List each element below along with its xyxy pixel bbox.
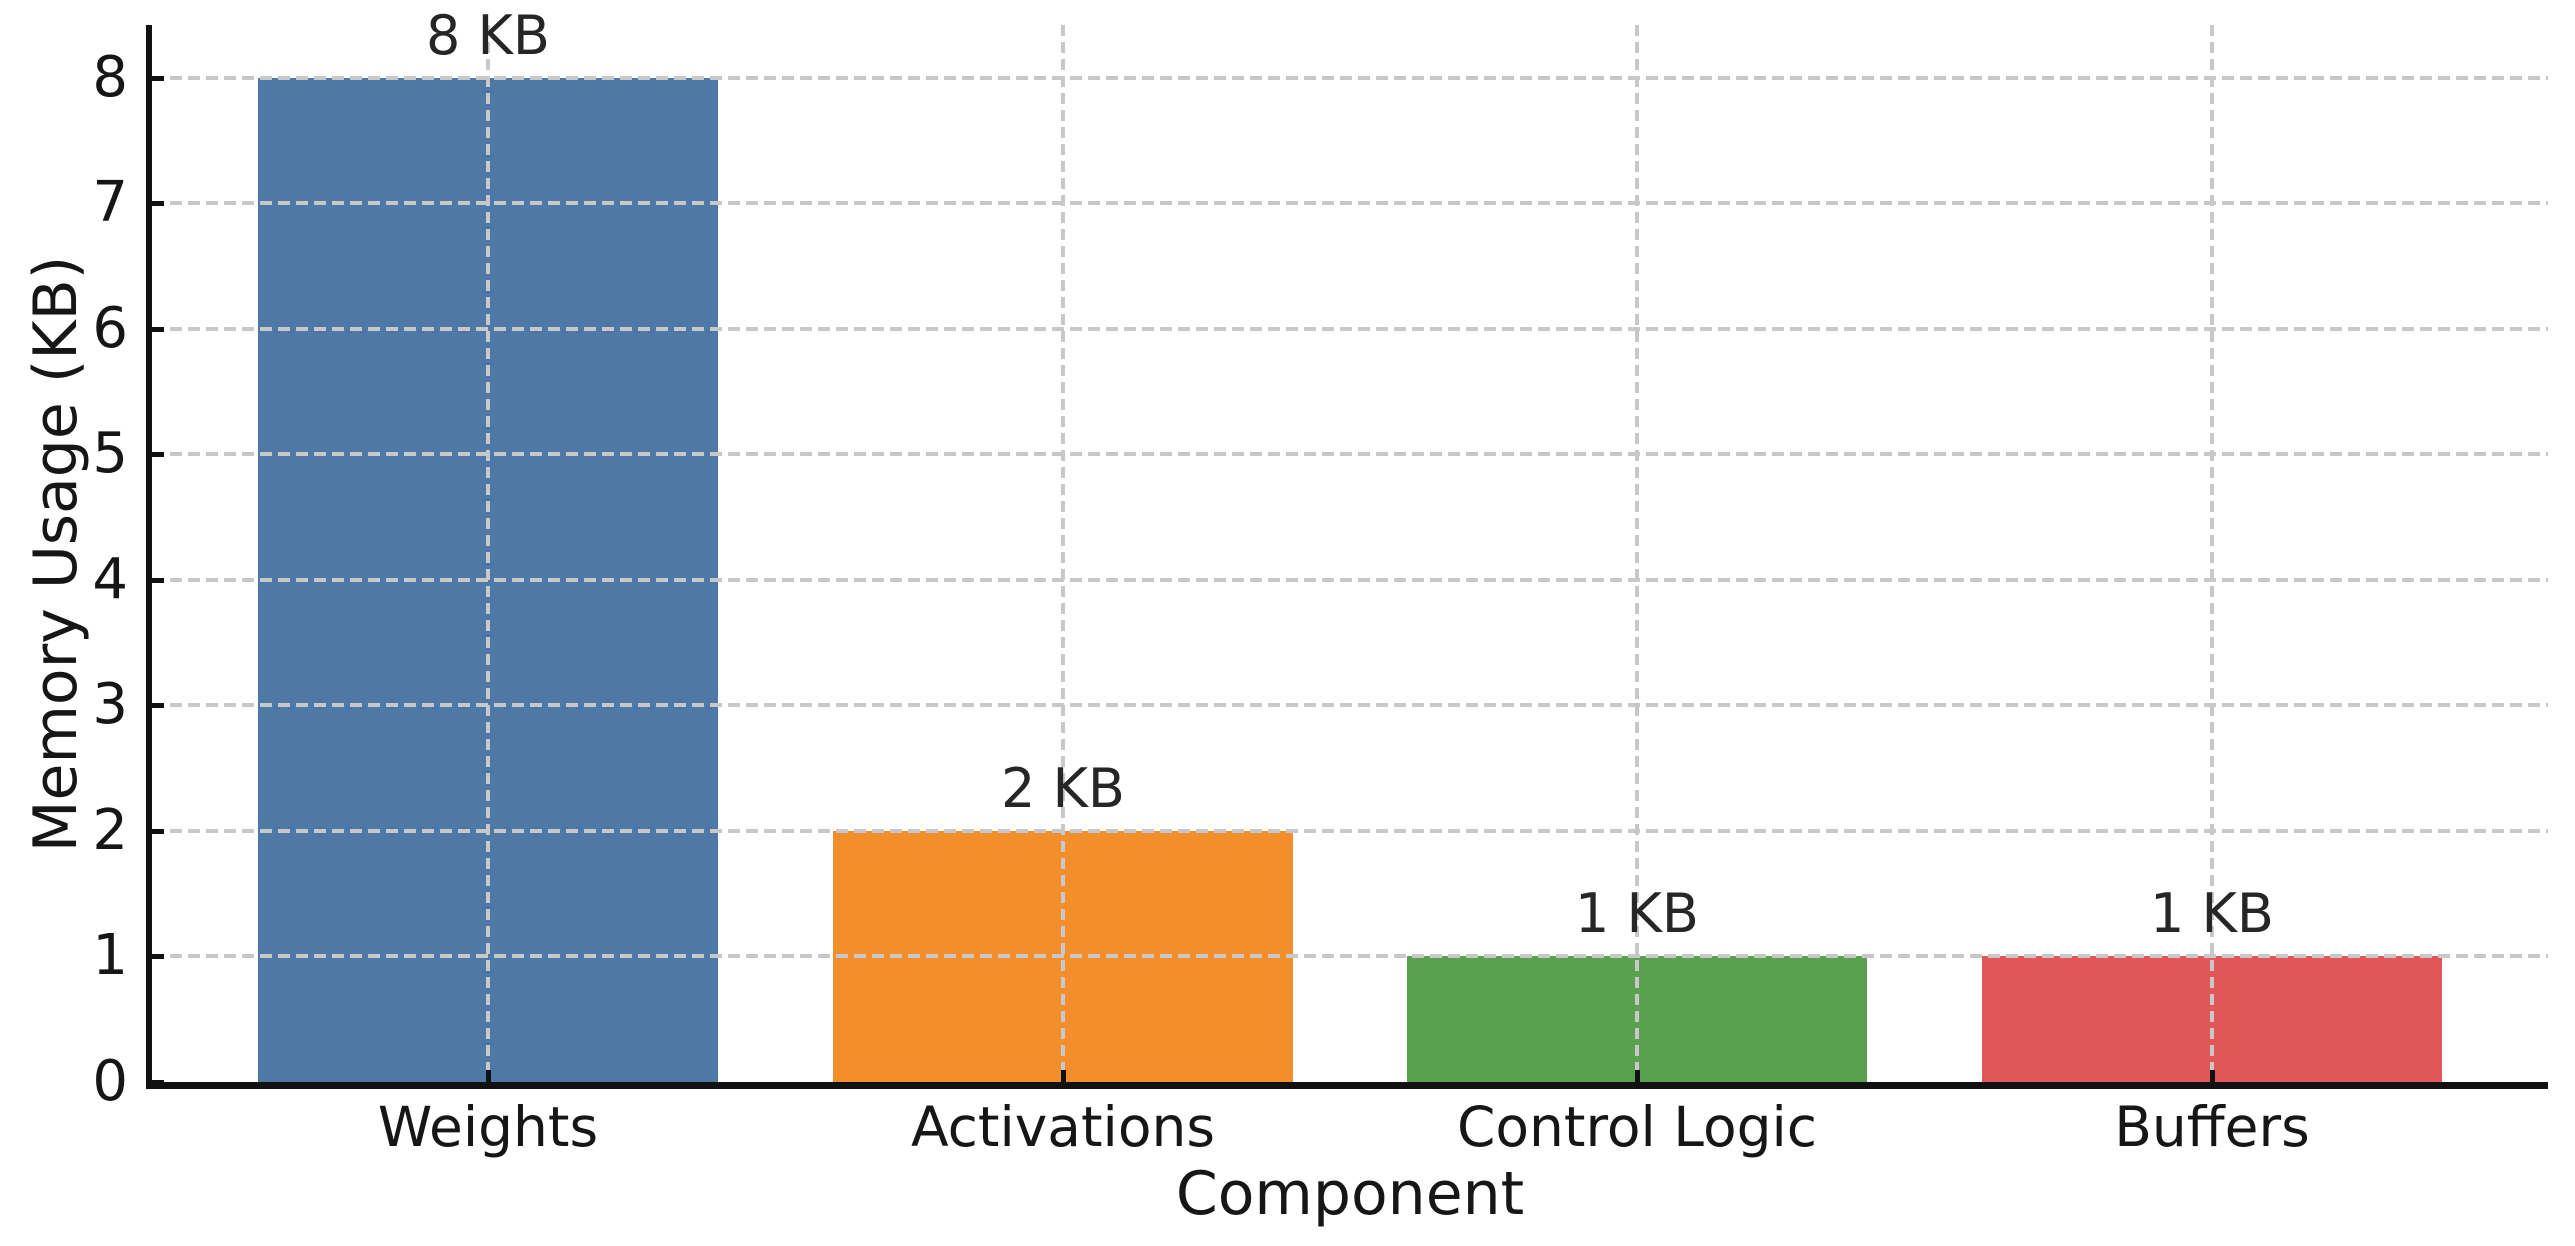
x-tick-label-control-logic: Control Logic	[1456, 1095, 1818, 1159]
x-tick-control-logic	[1635, 1070, 1640, 1082]
x-axis-spine	[146, 1082, 2548, 1089]
y-tick-label-0: 0	[92, 1049, 128, 1114]
x-tick-buffers	[2210, 1070, 2215, 1082]
bar-value-label-weights: 8 KB	[426, 4, 550, 67]
gridline-h-1	[152, 954, 2548, 958]
y-tick-5	[152, 452, 164, 457]
plot-area	[152, 25, 2548, 1085]
gridline-h-8	[152, 76, 2548, 80]
y-tick-1	[152, 954, 164, 959]
bar-value-label-activations: 2 KB	[1001, 757, 1125, 820]
y-tick-label-7: 7	[92, 170, 128, 235]
y-tick-label-5: 5	[92, 421, 128, 486]
y-tick-3	[152, 703, 164, 708]
y-axis-spine	[146, 25, 152, 1089]
x-axis-title: Component	[1175, 1159, 1525, 1229]
y-tick-0	[152, 1080, 164, 1085]
y-tick-4	[152, 578, 164, 583]
gridline-v-control-logic	[1635, 25, 1639, 1082]
bar-value-label-control-logic: 1 KB	[1575, 882, 1699, 945]
y-tick-2	[152, 829, 164, 834]
bar-value-label-buffers: 1 KB	[2150, 882, 2274, 945]
gridline-v-activations	[1061, 25, 1065, 1082]
gridline-v-weights	[486, 25, 490, 1082]
x-tick-activations	[1061, 1070, 1066, 1082]
gridline-h-4	[152, 578, 2548, 582]
gridline-h-6	[152, 327, 2548, 331]
x-tick-label-buffers: Buffers	[2114, 1095, 2310, 1159]
gridline-h-3	[152, 703, 2548, 707]
y-tick-label-8: 8	[92, 45, 128, 110]
y-tick-8	[152, 76, 164, 81]
gridline-h-2	[152, 829, 2548, 833]
x-tick-label-activations: Activations	[910, 1095, 1215, 1159]
y-tick-label-2: 2	[92, 798, 128, 863]
gridline-h-7	[152, 201, 2548, 205]
gridline-v-buffers	[2210, 25, 2214, 1082]
y-tick-6	[152, 327, 164, 332]
x-tick-weights	[486, 1070, 491, 1082]
y-tick-7	[152, 201, 164, 206]
x-tick-label-weights: Weights	[377, 1095, 599, 1159]
y-tick-label-3: 3	[92, 672, 128, 737]
y-tick-label-4: 4	[92, 547, 128, 612]
y-tick-label-6: 6	[92, 296, 128, 361]
gridline-h-5	[152, 452, 2548, 456]
y-tick-label-1: 1	[92, 923, 128, 988]
